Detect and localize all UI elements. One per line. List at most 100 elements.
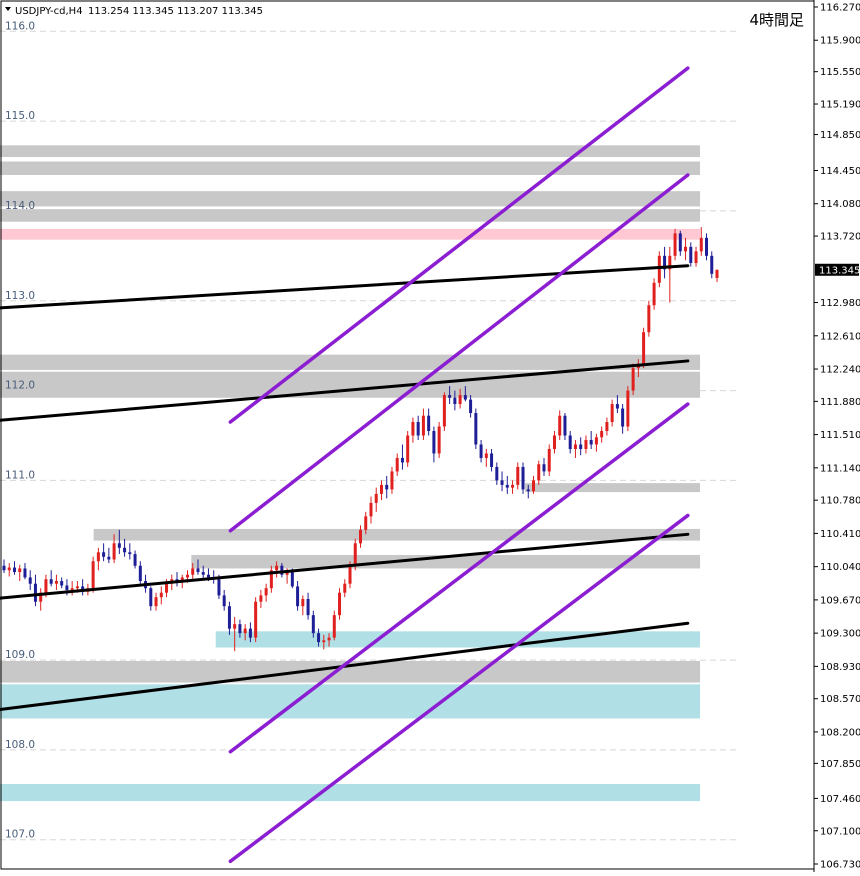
- candle-body: [490, 453, 494, 467]
- round-level-label: 112.0: [5, 380, 35, 392]
- candle-body: [385, 484, 389, 490]
- candle-body: [138, 565, 142, 582]
- candle-body: [495, 466, 499, 481]
- resistance-zone: [0, 161, 701, 175]
- candle-body: [107, 556, 111, 560]
- candle-body: [33, 583, 37, 602]
- candle-body: [54, 581, 58, 584]
- axis-tick-label: 114.080: [820, 199, 860, 210]
- candle-body: [222, 595, 226, 607]
- candle-body: [532, 480, 536, 492]
- resistance-zone: [0, 145, 701, 158]
- candle-body: [117, 543, 121, 548]
- candle-body: [652, 282, 656, 306]
- candle-body: [521, 466, 525, 490]
- candles: [2, 227, 719, 652]
- candle-body: [290, 572, 294, 587]
- candle-body: [673, 233, 677, 256]
- sr-zone: [0, 354, 701, 370]
- candle-body: [306, 598, 310, 616]
- candle-body: [206, 574, 210, 578]
- axis-tick-label: 110.040: [820, 562, 860, 573]
- candle-body: [343, 583, 347, 593]
- target-zone: [0, 228, 701, 240]
- candle-body: [605, 422, 609, 432]
- axis-tick-label: 109.670: [820, 595, 860, 606]
- axis-tick-label: 108.930: [820, 662, 860, 673]
- candle-body: [159, 592, 163, 598]
- candle-body: [511, 484, 515, 488]
- support-zone: [0, 784, 701, 802]
- axis-tick-label: 111.140: [820, 463, 860, 474]
- candle-body: [668, 255, 672, 270]
- axis-tick-label: 107.850: [820, 759, 860, 770]
- candle-body: [479, 444, 483, 458]
- candle-body: [217, 579, 221, 596]
- price-zones: [0, 145, 701, 802]
- candle-body: [516, 466, 520, 485]
- candle-body: [91, 561, 95, 589]
- candle-body: [589, 439, 593, 445]
- candle-body: [65, 585, 69, 591]
- resistance-zone: [0, 191, 701, 207]
- axis-tick-label: 110.410: [820, 529, 860, 540]
- sr-zone: [0, 660, 701, 683]
- axis-tick-label: 111.510: [820, 430, 860, 441]
- candle-body: [185, 574, 189, 578]
- round-level-label: 111.0: [5, 469, 35, 481]
- candle-body: [379, 484, 383, 494]
- candle-body: [610, 404, 614, 423]
- symbol-label: USDJPY-cd,H4: [15, 6, 83, 17]
- candle-body: [233, 624, 237, 629]
- axis-tick-label: 111.880: [820, 397, 860, 408]
- candle-body: [348, 565, 352, 584]
- axis-tick-label: 114.450: [820, 166, 860, 177]
- candle-body: [432, 431, 436, 454]
- axis-tick-label: 110.780: [820, 496, 860, 507]
- candle-body: [689, 246, 693, 264]
- collapse-arrow-icon[interactable]: [5, 7, 11, 11]
- candle-body: [505, 484, 509, 488]
- current-price-label: 113.345: [819, 265, 860, 276]
- candle-body: [123, 547, 127, 553]
- candle-body: [579, 444, 583, 449]
- candle-body: [710, 255, 714, 274]
- candle-body: [390, 471, 394, 490]
- candle-body: [353, 543, 357, 566]
- sr-zone: [0, 371, 701, 398]
- candle-body: [60, 581, 64, 586]
- candle-body: [594, 437, 598, 445]
- round-level-label: 115.0: [5, 110, 35, 122]
- candle-body: [296, 586, 300, 607]
- channel-trendline: [228, 173, 690, 533]
- trendlines: [0, 66, 690, 864]
- candle-body: [12, 567, 16, 573]
- candle-body: [411, 422, 415, 436]
- axis-tick-label: 116.270: [820, 3, 860, 14]
- sr-zone: [525, 483, 701, 493]
- axis-tick-label: 115.190: [820, 100, 860, 111]
- axis-tick-label: 112.610: [820, 331, 860, 342]
- candle-body: [39, 592, 43, 602]
- candle-body: [180, 577, 184, 582]
- candle-body: [694, 251, 698, 264]
- candle-body: [264, 588, 268, 596]
- candle-body: [201, 572, 205, 575]
- candle-body: [359, 529, 362, 544]
- candle-body: [248, 628, 252, 638]
- candle-body: [269, 570, 273, 589]
- candle-body: [474, 413, 478, 445]
- axis-tick-label: 106.730: [820, 860, 860, 871]
- axis-tick-label: 115.550: [820, 67, 860, 78]
- candle-body: [75, 586, 79, 589]
- candle-body: [154, 597, 158, 607]
- sr-zone: [191, 554, 701, 569]
- candle-body: [112, 543, 116, 560]
- candle-body: [133, 554, 137, 566]
- candle-body: [416, 422, 420, 436]
- candle-body: [175, 579, 179, 582]
- candle-body: [573, 444, 577, 449]
- candle-body: [526, 489, 530, 492]
